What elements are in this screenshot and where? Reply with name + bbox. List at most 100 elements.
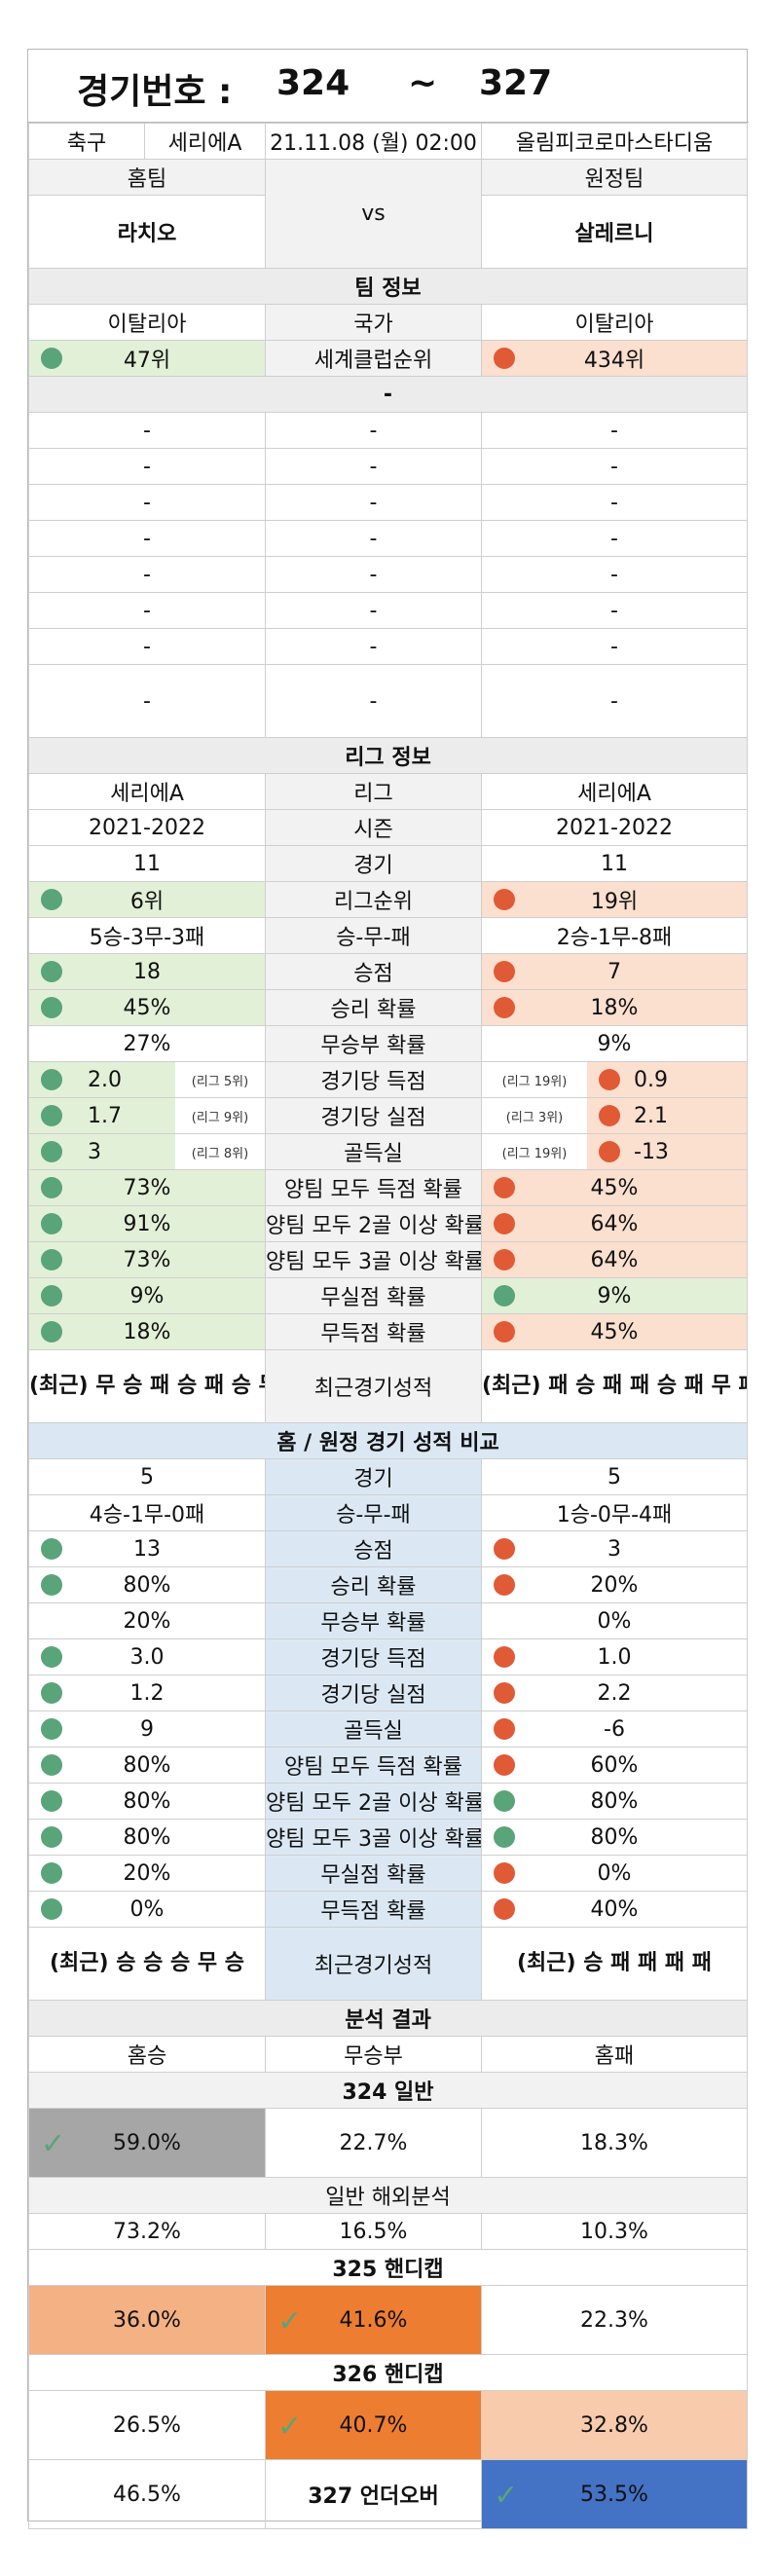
table-row: --- xyxy=(28,628,748,665)
circle-icon xyxy=(41,997,62,1018)
h325-win: 36.0% xyxy=(28,2285,266,2355)
table-row: 11 경기 11 xyxy=(28,845,748,882)
circle-icon xyxy=(41,1682,62,1704)
home-team-name: 라치오 xyxy=(28,195,266,269)
league-home-text: 5승-3무-3패 xyxy=(89,926,205,950)
prob-away-text: 9% xyxy=(597,1283,632,1308)
table-row: 326 핸디캡 xyxy=(28,2354,748,2391)
table-row: 27% 무승부 확률 9% xyxy=(28,1025,748,1062)
ha-row-label: 양팀 모두 2골 이상 확률 xyxy=(265,1783,482,1820)
mid-empty: - xyxy=(265,592,482,629)
away-empty: - xyxy=(481,556,748,593)
analysis-title: 분석 결과 xyxy=(28,2000,748,2037)
table-row: 47위 세계클럽순위 434위 xyxy=(28,340,748,377)
table-row: 5승-3무-3패 승-무-패 2승-1무-8패 xyxy=(28,917,748,954)
overseas-title: 일반 해외분석 xyxy=(28,2177,748,2214)
league-away-value: 2021-2022 xyxy=(481,809,748,846)
stats-table: 축구 세리에A 21.11.08 (월) 02:00 올림피코로마스타디움 홈팀 vs 원정… xyxy=(28,123,748,2529)
circle-icon xyxy=(41,1177,62,1198)
match-venue: 올림피코로마스타디움 xyxy=(481,123,748,160)
league-row-label: 승점 xyxy=(265,953,482,990)
ha-away-value: 3 xyxy=(481,1530,748,1567)
ha-row-label: 승-무-패 xyxy=(265,1494,482,1531)
table-row: 1.2 경기당 실점 2.2 xyxy=(28,1674,748,1711)
ha-row-label: 경기 xyxy=(265,1458,482,1495)
ranked-label: 경기당 실점 xyxy=(265,1097,482,1134)
ranked-home-value: 2.0 xyxy=(88,1067,122,1092)
prob-home-text: 91% xyxy=(123,1211,171,1236)
mid-empty: - xyxy=(265,556,482,593)
circle-icon xyxy=(494,997,515,1018)
ha-away-text: 2.2 xyxy=(597,1680,632,1706)
league-info-title: 리그 정보 xyxy=(28,737,748,774)
table-row: 3.0 경기당 득점 1.0 xyxy=(28,1638,748,1675)
ha-home-value: 80% xyxy=(28,1783,266,1820)
league-home-text: 세리에A xyxy=(110,782,184,806)
ha-away-text: 20% xyxy=(590,1572,639,1598)
checkmark-icon: ✓ xyxy=(494,2479,519,2513)
table-row: 18% 무득점 확률 45% xyxy=(28,1313,748,1350)
league-recent-away: (최근) 패 승 패 패 승 패 무 패 패 패 xyxy=(481,1349,748,1423)
table-row: 홈승 무승부 홈패 xyxy=(28,2036,748,2073)
club-rank-label: 세계클럽순위 xyxy=(265,340,482,377)
ha-home-value: 20% xyxy=(28,1602,266,1639)
uo327-title: 327 언더오버 xyxy=(265,2459,482,2529)
league-row-label: 승-무-패 xyxy=(265,917,482,954)
match-datetime: 21.11.08 (월) 02:00 xyxy=(265,123,482,160)
table-row: 324 일반 xyxy=(28,2072,748,2109)
circle-icon xyxy=(599,1141,620,1162)
league-away-value: 7 xyxy=(481,953,748,990)
h325-draw: ✓ 41.6% xyxy=(265,2285,482,2355)
ha-home-text: 9 xyxy=(140,1716,154,1742)
table-row: 91% 양팀 모두 2골 이상 확률 64% xyxy=(28,1205,748,1242)
ranked-away: (리그 19위) 0.9 xyxy=(481,1061,748,1098)
league-row-label: 시즌 xyxy=(265,809,482,846)
ranked-away-value: 2.1 xyxy=(634,1103,668,1128)
prob-away: 64% xyxy=(481,1205,748,1242)
circle-icon xyxy=(494,1682,515,1704)
league-home-text: 45% xyxy=(123,995,171,1020)
ha-away-value: 1승-0무-4패 xyxy=(481,1494,748,1531)
ranked-away: (리그 3위) 2.1 xyxy=(481,1097,748,1134)
home-club-rank: 47위 xyxy=(28,340,266,377)
away-empty: - xyxy=(481,484,748,521)
table-row: 홈 / 원정 경기 성적 비교 xyxy=(28,1422,748,1459)
ha-row-label: 무실점 확률 xyxy=(265,1855,482,1892)
match-number-to: 327 xyxy=(479,63,553,103)
h326-title: 326 핸디캡 xyxy=(28,2354,748,2391)
circle-icon xyxy=(41,961,62,982)
table-row: 이탈리아 국가 이탈리아 xyxy=(28,304,748,341)
away-team-name: 살레르니 xyxy=(481,195,748,269)
ha-row-label: 무승부 확률 xyxy=(265,1602,482,1639)
table-row: 1.7 (리그 9위) 경기당 실점 (리그 3위) 2.1 xyxy=(28,1097,748,1134)
home-empty: - xyxy=(28,520,266,557)
circle-icon xyxy=(494,1646,515,1668)
col-draw: 무승부 xyxy=(265,2036,482,2073)
ha-away-text: 5 xyxy=(607,1464,621,1490)
circle-icon xyxy=(494,1574,515,1596)
league-away-text: 7 xyxy=(607,959,621,984)
col-home-win: 홈승 xyxy=(28,2036,266,2073)
table-row: --- xyxy=(28,412,748,449)
table-row: 80% 승리 확률 20% xyxy=(28,1566,748,1603)
table-row: 13 승점 3 xyxy=(28,1530,748,1567)
circle-icon xyxy=(494,961,515,982)
league-away-text: 19위 xyxy=(590,890,639,914)
league-home-text: 11 xyxy=(133,851,161,876)
table-row: 세리에A 리그 세리에A xyxy=(28,773,748,810)
circle-icon xyxy=(41,348,62,369)
ranked-label: 경기당 득점 xyxy=(265,1061,482,1098)
league-row-label: 무승부 확률 xyxy=(265,1025,482,1062)
table-row: (최근) 승 승 승 무 승 최근경기성적 (최근) 승 패 패 패 패 xyxy=(28,1927,748,2001)
overseas-draw: 16.5% xyxy=(265,2213,482,2250)
ha-row-label: 경기당 득점 xyxy=(265,1638,482,1675)
ha-home-text: 4승-1무-0패 xyxy=(89,1503,205,1527)
ha-home-text: 20% xyxy=(123,1860,171,1886)
table-row: 80% 양팀 모두 3골 이상 확률 80% xyxy=(28,1819,748,1856)
table-row: 6위 리그순위 19위 xyxy=(28,881,748,918)
circle-icon xyxy=(41,1249,62,1270)
table-row: 홈팀 vs 원정팀 xyxy=(28,159,748,269)
league-away-value: 9% xyxy=(481,1025,748,1062)
league-recent-home: (최근) 무 승 패 승 패 승 무 무 패 승 xyxy=(28,1349,266,1423)
table-row: 5 경기 5 xyxy=(28,1458,748,1495)
